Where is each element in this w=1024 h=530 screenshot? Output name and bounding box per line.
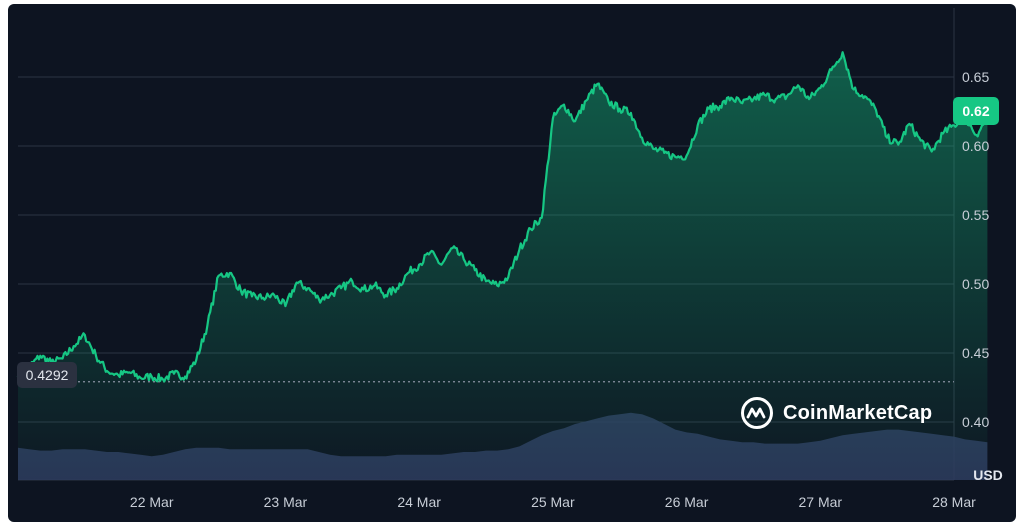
x-axis: 22 Mar 23 Mar 24 Mar 25 Mar 26 Mar 27 Mar 28 M…: [130, 494, 976, 510]
x-tick-label: 24 Mar: [397, 494, 441, 510]
y-tick-label: 0.40: [962, 414, 989, 430]
reference-price-badge: [17, 362, 77, 388]
y-tick-label: 0.45: [962, 345, 989, 361]
price-chart[interactable]: 0.40 0.45 0.50 0.55 0.60 0.65 22 Mar 23 Mar 24 …: [8, 4, 1016, 522]
brand-name: CoinMarketCap: [783, 401, 933, 424]
current-price-label: 0.62: [962, 103, 989, 119]
current-price-badge: [953, 97, 999, 125]
price-line[interactable]: [16, 51, 989, 383]
x-tick-label: 28 Mar: [932, 494, 976, 510]
coinmarketcap-brand[interactable]: CoinMarketCap: [740, 396, 932, 430]
price-chart-svg[interactable]: 0.40 0.45 0.50 0.55 0.60 0.65 22 Mar 23 Mar 24 …: [8, 4, 1016, 522]
y-tick-label: 0.60: [962, 138, 989, 154]
coinmarketcap-logo-icon: [741, 397, 773, 429]
x-tick-label: 27 Mar: [798, 494, 842, 510]
x-tick-label: 26 Mar: [665, 494, 709, 510]
y-tick-label: 0.65: [962, 69, 989, 85]
price-area-group: [18, 52, 988, 480]
price-area: [18, 52, 988, 480]
y-axis: 0.40 0.45 0.50 0.55 0.60 0.65: [962, 69, 989, 430]
x-tick-label: 25 Mar: [531, 494, 575, 510]
y-tick-label: 0.50: [962, 276, 989, 292]
x-tick-label: 22 Mar: [130, 494, 174, 510]
x-tick-label: 23 Mar: [264, 494, 308, 510]
currency-unit-label: USD: [973, 467, 1003, 483]
reference-price-label: 0.4292: [26, 367, 69, 383]
price-line-group[interactable]: [16, 51, 989, 383]
y-tick-label: 0.55: [962, 207, 989, 223]
